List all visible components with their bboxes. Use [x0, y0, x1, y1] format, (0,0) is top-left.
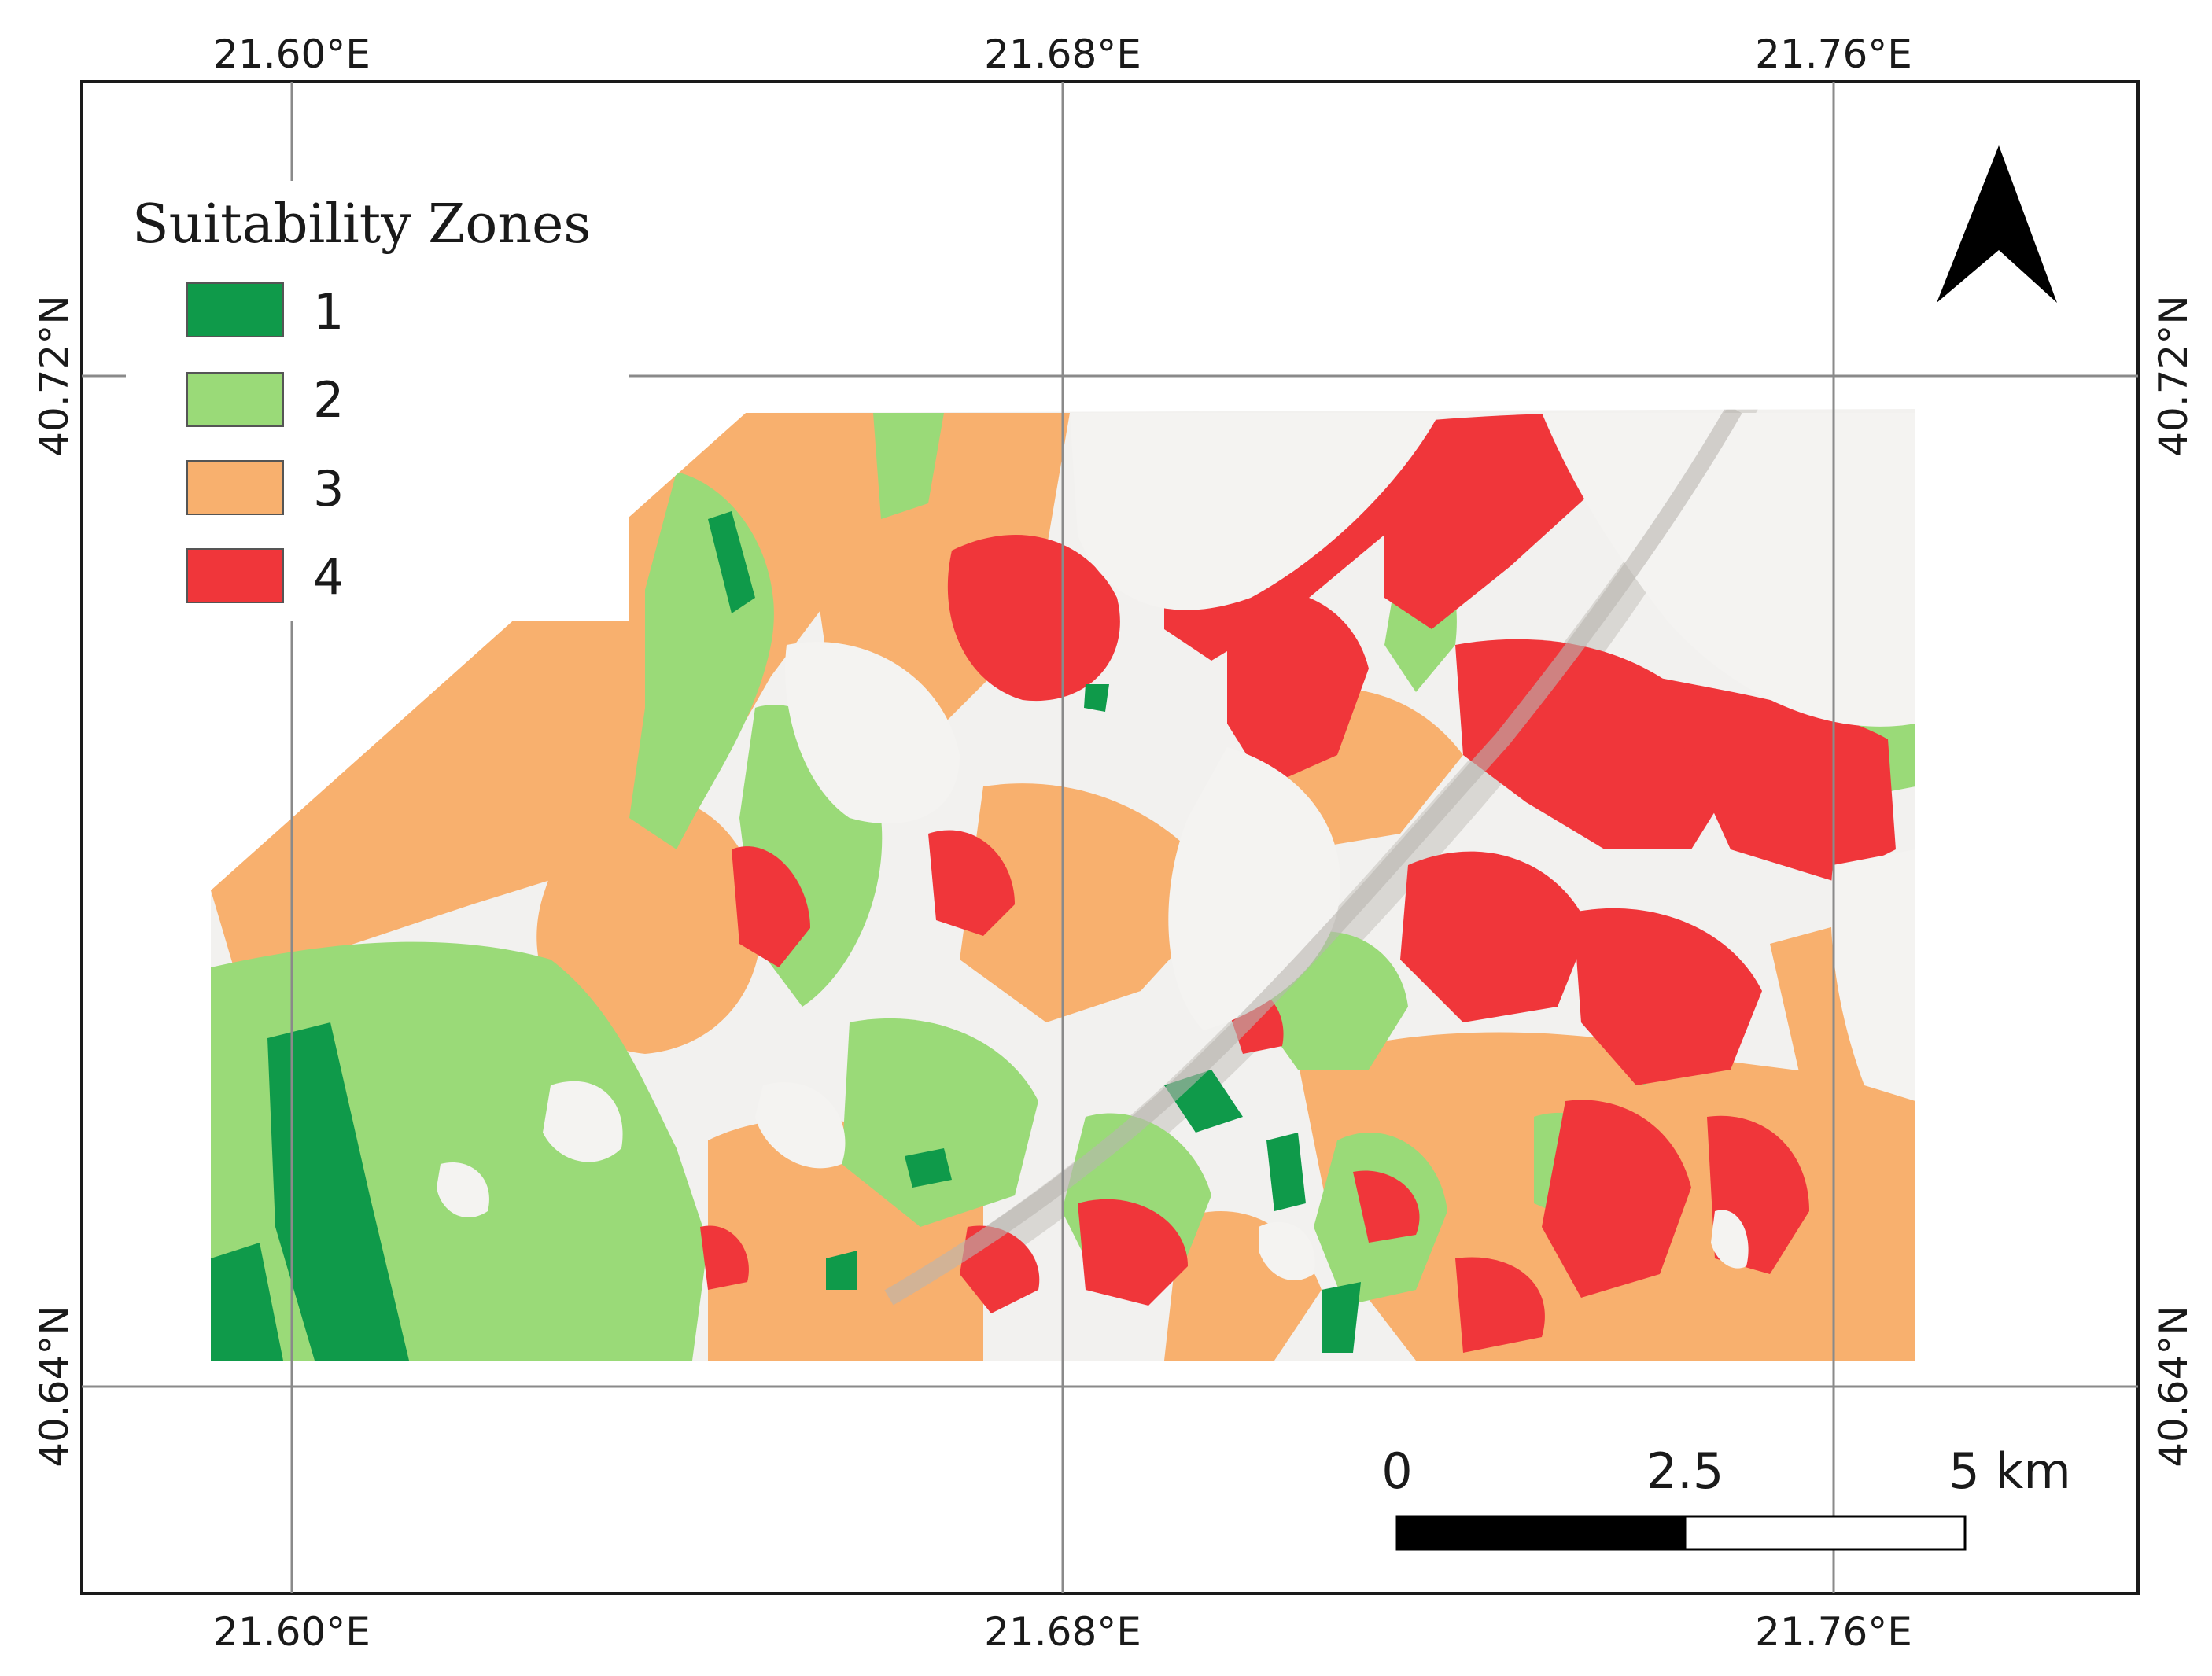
- scale-bar: 0 2.5 5 km: [1381, 1442, 2071, 1551]
- north-arrow-icon: [1937, 145, 2057, 303]
- lat-label-left-40-72: 40.72°N: [31, 295, 77, 457]
- legend-label-1: 1: [313, 283, 344, 341]
- legend-label-3: 3: [313, 460, 344, 518]
- lat-label-left-40-64: 40.64°N: [31, 1306, 77, 1468]
- lon-label-bottom-21-76: 21.76°E: [1755, 1609, 1912, 1655]
- lon-label-bottom-21-60: 21.60°E: [213, 1609, 371, 1655]
- legend: Suitability Zones 1 2 3 4: [132, 193, 591, 606]
- legend-swatch-1: [186, 282, 284, 337]
- legend-label-4: 4: [313, 548, 344, 606]
- zone-1-areas: [211, 511, 1361, 1361]
- legend-title: Suitability Zones: [132, 193, 591, 256]
- legend-swatch-3: [186, 460, 284, 515]
- lat-label-right-40-64: 40.64°N: [2151, 1306, 2196, 1468]
- scale-label-0: 0: [1381, 1442, 1412, 1500]
- lon-label-bottom-21-68: 21.68°E: [984, 1609, 1141, 1655]
- scale-bar-black-segment: [1395, 1515, 1687, 1551]
- scale-bar-white-segment: [1683, 1515, 1967, 1551]
- lat-label-right-40-72: 40.72°N: [2151, 295, 2196, 457]
- lon-label-top-21-68: 21.68°E: [984, 31, 1141, 77]
- legend-swatch-4: [186, 548, 284, 603]
- legend-swatch-2: [186, 372, 284, 427]
- scale-label-5km: 5 km: [1948, 1442, 2070, 1500]
- ridge-line: [884, 409, 1742, 1306]
- scale-label-2-5: 2.5: [1646, 1442, 1724, 1500]
- lon-label-top-21-60: 21.60°E: [213, 31, 371, 77]
- lon-label-top-21-76: 21.76°E: [1755, 31, 1912, 77]
- legend-label-2: 2: [313, 371, 344, 429]
